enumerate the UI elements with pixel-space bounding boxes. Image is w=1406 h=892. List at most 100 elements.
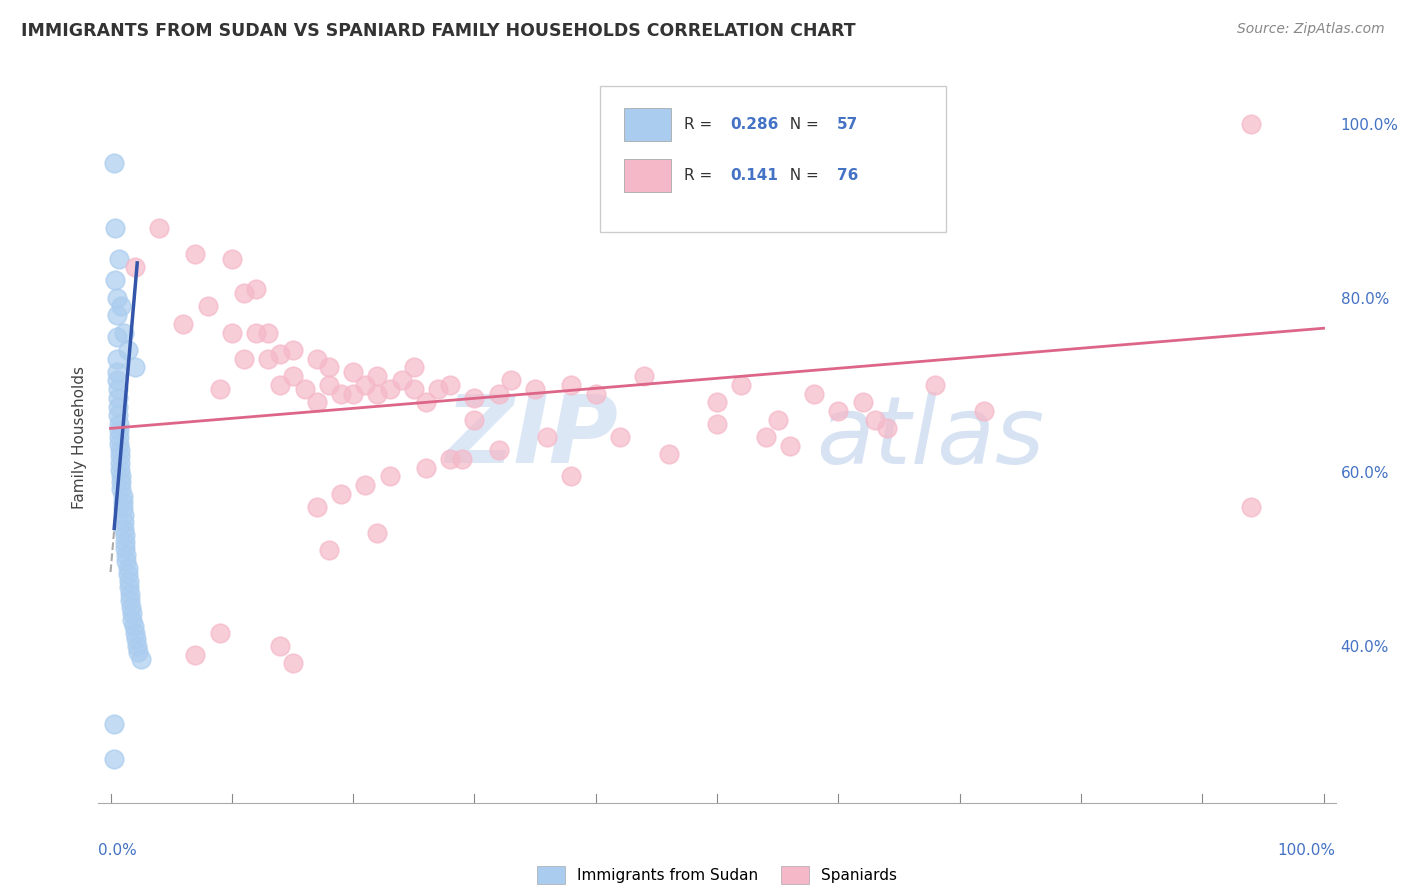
Point xyxy=(318,360,340,375)
Text: ZIP: ZIP xyxy=(446,391,619,483)
Point xyxy=(609,430,631,444)
Point xyxy=(208,626,231,640)
Point xyxy=(124,626,146,640)
Point xyxy=(118,587,141,601)
Point xyxy=(852,395,875,409)
Point xyxy=(269,347,291,361)
Point xyxy=(104,273,127,287)
Point xyxy=(402,360,425,375)
Point xyxy=(318,543,340,558)
Point xyxy=(305,395,328,409)
Text: 100.0%: 100.0% xyxy=(1278,843,1336,858)
Point xyxy=(354,377,377,392)
Text: 76: 76 xyxy=(837,168,859,183)
Point xyxy=(876,421,898,435)
Point xyxy=(111,489,134,503)
Legend: Immigrants from Sudan, Spaniards: Immigrants from Sudan, Spaniards xyxy=(531,861,903,890)
Point xyxy=(439,451,461,466)
Point xyxy=(105,291,128,305)
Point xyxy=(105,351,128,366)
Point xyxy=(524,382,547,396)
Point xyxy=(257,326,280,340)
Point xyxy=(330,486,353,500)
Point xyxy=(488,443,510,458)
Point xyxy=(366,525,388,540)
Text: IMMIGRANTS FROM SUDAN VS SPANIARD FAMILY HOUSEHOLDS CORRELATION CHART: IMMIGRANTS FROM SUDAN VS SPANIARD FAMILY… xyxy=(21,22,856,40)
Point xyxy=(560,377,582,392)
Point xyxy=(108,417,131,431)
FancyBboxPatch shape xyxy=(599,86,946,232)
Point xyxy=(110,483,132,497)
Point xyxy=(281,657,304,671)
Point xyxy=(103,156,125,170)
Point xyxy=(118,593,141,607)
Point xyxy=(124,360,146,375)
Point xyxy=(415,395,437,409)
Point xyxy=(439,377,461,392)
Text: 0.141: 0.141 xyxy=(731,168,779,183)
Point xyxy=(112,508,135,523)
Point xyxy=(633,369,655,384)
Point xyxy=(766,412,789,426)
Point xyxy=(148,221,170,235)
Point xyxy=(184,648,207,662)
Point xyxy=(208,382,231,396)
FancyBboxPatch shape xyxy=(624,159,671,192)
Point xyxy=(107,391,129,405)
Point xyxy=(127,645,149,659)
FancyBboxPatch shape xyxy=(624,108,671,141)
Point xyxy=(112,521,135,535)
Point xyxy=(803,386,825,401)
Text: R =: R = xyxy=(683,168,717,183)
Point xyxy=(354,478,377,492)
Y-axis label: Family Households: Family Households xyxy=(72,366,87,508)
Point xyxy=(104,221,127,235)
Point xyxy=(378,382,401,396)
Point xyxy=(110,475,132,490)
Point xyxy=(125,632,148,646)
Point xyxy=(103,717,125,731)
Point xyxy=(499,374,522,388)
Point xyxy=(378,469,401,483)
Point xyxy=(110,300,132,314)
Point xyxy=(110,463,132,477)
Point xyxy=(105,308,128,322)
Text: 0.286: 0.286 xyxy=(731,117,779,131)
Point xyxy=(924,377,946,392)
Point xyxy=(294,382,316,396)
Point xyxy=(488,386,510,401)
Text: R =: R = xyxy=(683,117,717,131)
Point xyxy=(105,330,128,344)
Point xyxy=(366,369,388,384)
Point xyxy=(342,365,364,379)
Point xyxy=(184,247,207,261)
Text: atlas: atlas xyxy=(815,392,1045,483)
Point xyxy=(233,351,256,366)
Point xyxy=(105,365,128,379)
Point xyxy=(221,252,243,266)
Point xyxy=(108,437,131,451)
Point xyxy=(121,613,143,627)
Point xyxy=(730,377,752,392)
Point xyxy=(107,400,129,414)
Text: 57: 57 xyxy=(837,117,858,131)
Point xyxy=(827,404,849,418)
Point xyxy=(391,374,413,388)
Point xyxy=(366,386,388,401)
Point xyxy=(281,343,304,357)
Point xyxy=(111,495,134,509)
Point xyxy=(111,501,134,516)
Point xyxy=(281,369,304,384)
Point xyxy=(1240,117,1263,131)
Point xyxy=(463,391,485,405)
Point xyxy=(117,560,139,574)
Point xyxy=(114,534,136,549)
Point xyxy=(305,351,328,366)
Point xyxy=(114,527,136,541)
Point xyxy=(197,300,219,314)
Point xyxy=(245,326,267,340)
Point xyxy=(172,317,194,331)
Point xyxy=(124,260,146,275)
Point xyxy=(318,377,340,392)
Point xyxy=(115,554,138,568)
